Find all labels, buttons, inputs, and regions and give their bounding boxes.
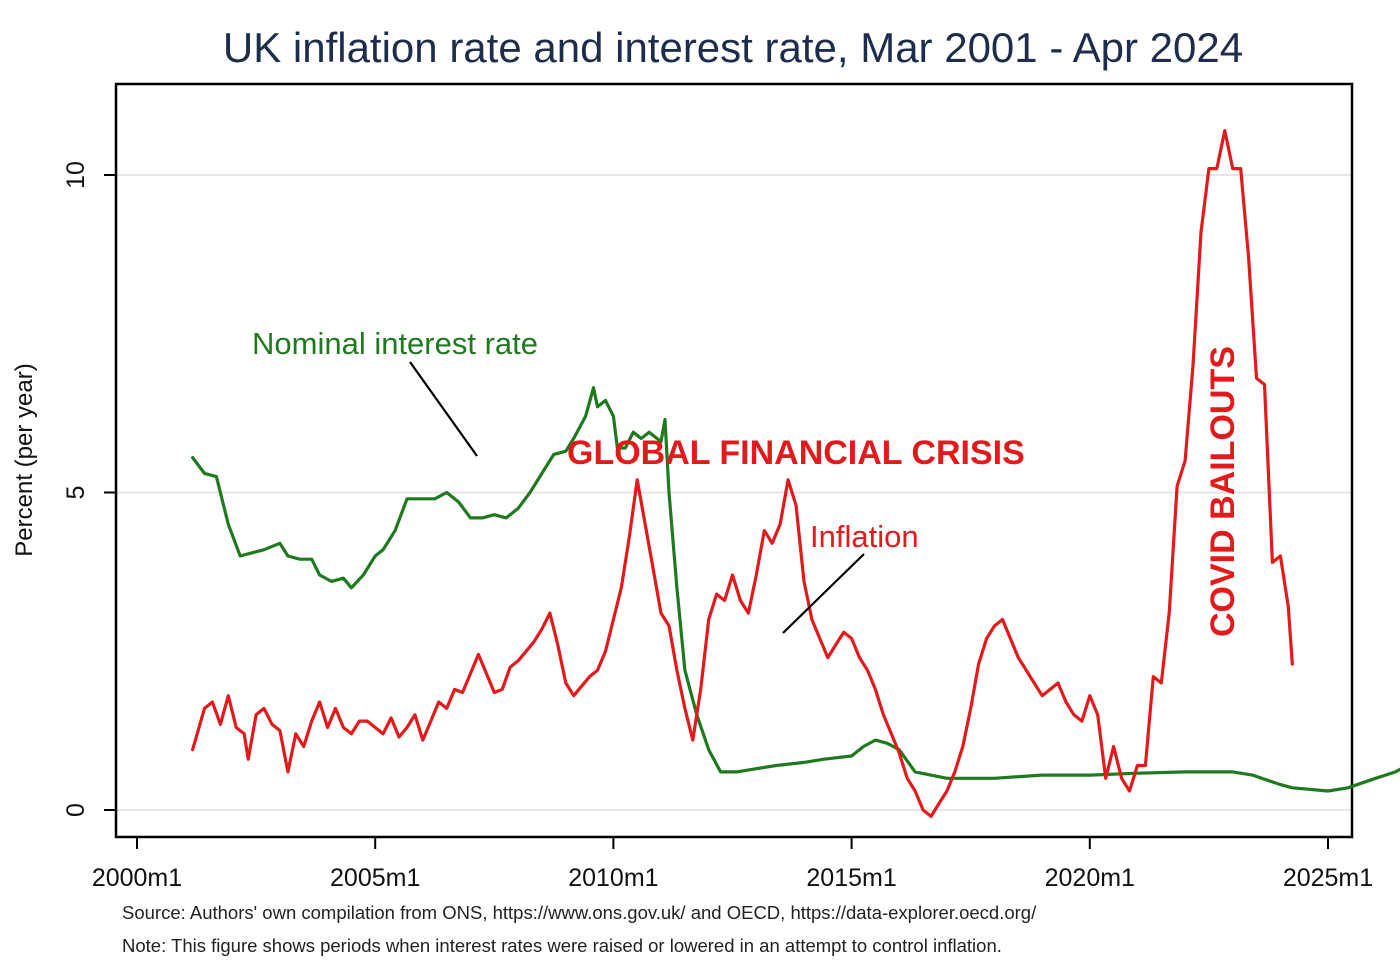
y-tick-label-0: 0 [62,803,90,817]
x-tick-label-2000m1: 2000m1 [92,864,182,892]
annotations: Nominal interest rate Inflation GLOBAL F… [252,326,1242,637]
annotation-pointer-interest [409,361,478,457]
gridlines [116,174,1352,811]
x-tick-label-2020m1: 2020m1 [1045,864,1135,892]
y-tick-label-5: 5 [62,486,90,500]
annotation-covid-bailouts: COVID BAILOUTS [1204,346,1242,637]
y-axis: 0 5 10 [62,161,116,817]
x-tick-label-2010m1: 2010m1 [568,864,658,892]
y-axis-label: Percent (per year) [11,363,38,556]
x-tick-label-2025m1: 2025m1 [1283,864,1373,892]
series-line-inflation [191,129,1294,818]
x-axis: 2000m1 2005m1 2010m1 2015m1 2020m1 2025m1 [92,837,1373,892]
source-note: Source: Authors' own compilation from ON… [122,902,1037,923]
annotation-global-financial-crisis: GLOBAL FINANCIAL CRISIS [567,434,1025,472]
x-tick-label-2015m1: 2015m1 [806,864,896,892]
x-tick-label-2005m1: 2005m1 [330,864,420,892]
plot-frame [114,82,1354,839]
y-tick-label-10: 10 [62,161,90,189]
series-lines [191,129,1400,818]
explanatory-note: Note: This figure shows periods when int… [122,935,1002,956]
annotation-pointer-inflation [782,553,865,634]
series-line-nominal-interest-rate [191,386,1400,793]
chart-title: UK inflation rate and interest rate, Mar… [223,24,1243,71]
annotation-nominal-interest-rate: Nominal interest rate [252,326,538,361]
annotation-inflation: Inflation [810,519,919,554]
